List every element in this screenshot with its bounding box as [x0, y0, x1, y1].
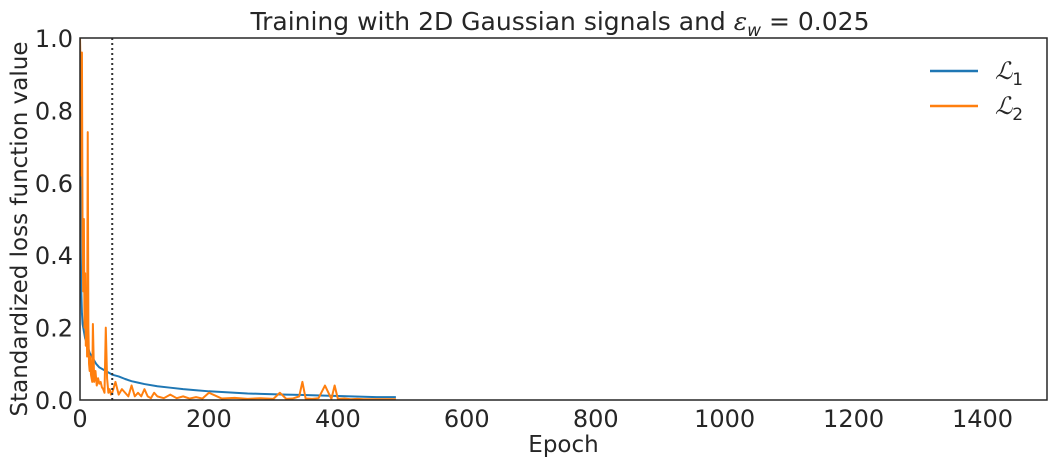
x-tick-label: 1000 — [694, 405, 755, 433]
x-tick-label: 400 — [315, 405, 361, 433]
series-line-2 — [80, 38, 396, 400]
title-subscript: w — [747, 21, 761, 41]
legend-subscript: 1 — [1012, 70, 1023, 90]
title-equals: = 0.025 — [761, 7, 869, 36]
y-tick-label: 0.0 — [35, 387, 73, 415]
x-tick-label: 1400 — [952, 405, 1013, 433]
legend-label-1: ℒ1 — [995, 57, 1023, 90]
title-epsilon: ε — [734, 7, 747, 36]
legend-symbol: ℒ — [995, 57, 1013, 85]
y-tick-label: 0.6 — [35, 170, 73, 198]
plot-frame — [79, 37, 1048, 401]
series-line-1 — [80, 38, 396, 399]
x-tick-label: 1200 — [823, 405, 884, 433]
y-tick-label: 0.4 — [35, 242, 73, 270]
x-tick-label: 800 — [573, 405, 619, 433]
y-axis-label: Standardized loss function value — [7, 42, 33, 417]
x-axis-label: Epoch — [528, 432, 598, 458]
x-tick-label: 200 — [186, 405, 232, 433]
x-tick-label: 600 — [444, 405, 490, 433]
x-tick-label: 0 — [72, 405, 87, 433]
y-tick-label: 1.0 — [35, 25, 73, 53]
y-tick-label: 0.2 — [35, 315, 73, 343]
legend-symbol: ℒ — [995, 92, 1013, 120]
y-tick-label: 0.8 — [35, 97, 73, 125]
title-main: Training with 2D Gaussian signals and — [250, 7, 734, 36]
legend-label-2: ℒ2 — [995, 92, 1023, 125]
legend-subscript: 2 — [1012, 105, 1023, 125]
chart-title: Training with 2D Gaussian signals and εw… — [250, 7, 870, 41]
